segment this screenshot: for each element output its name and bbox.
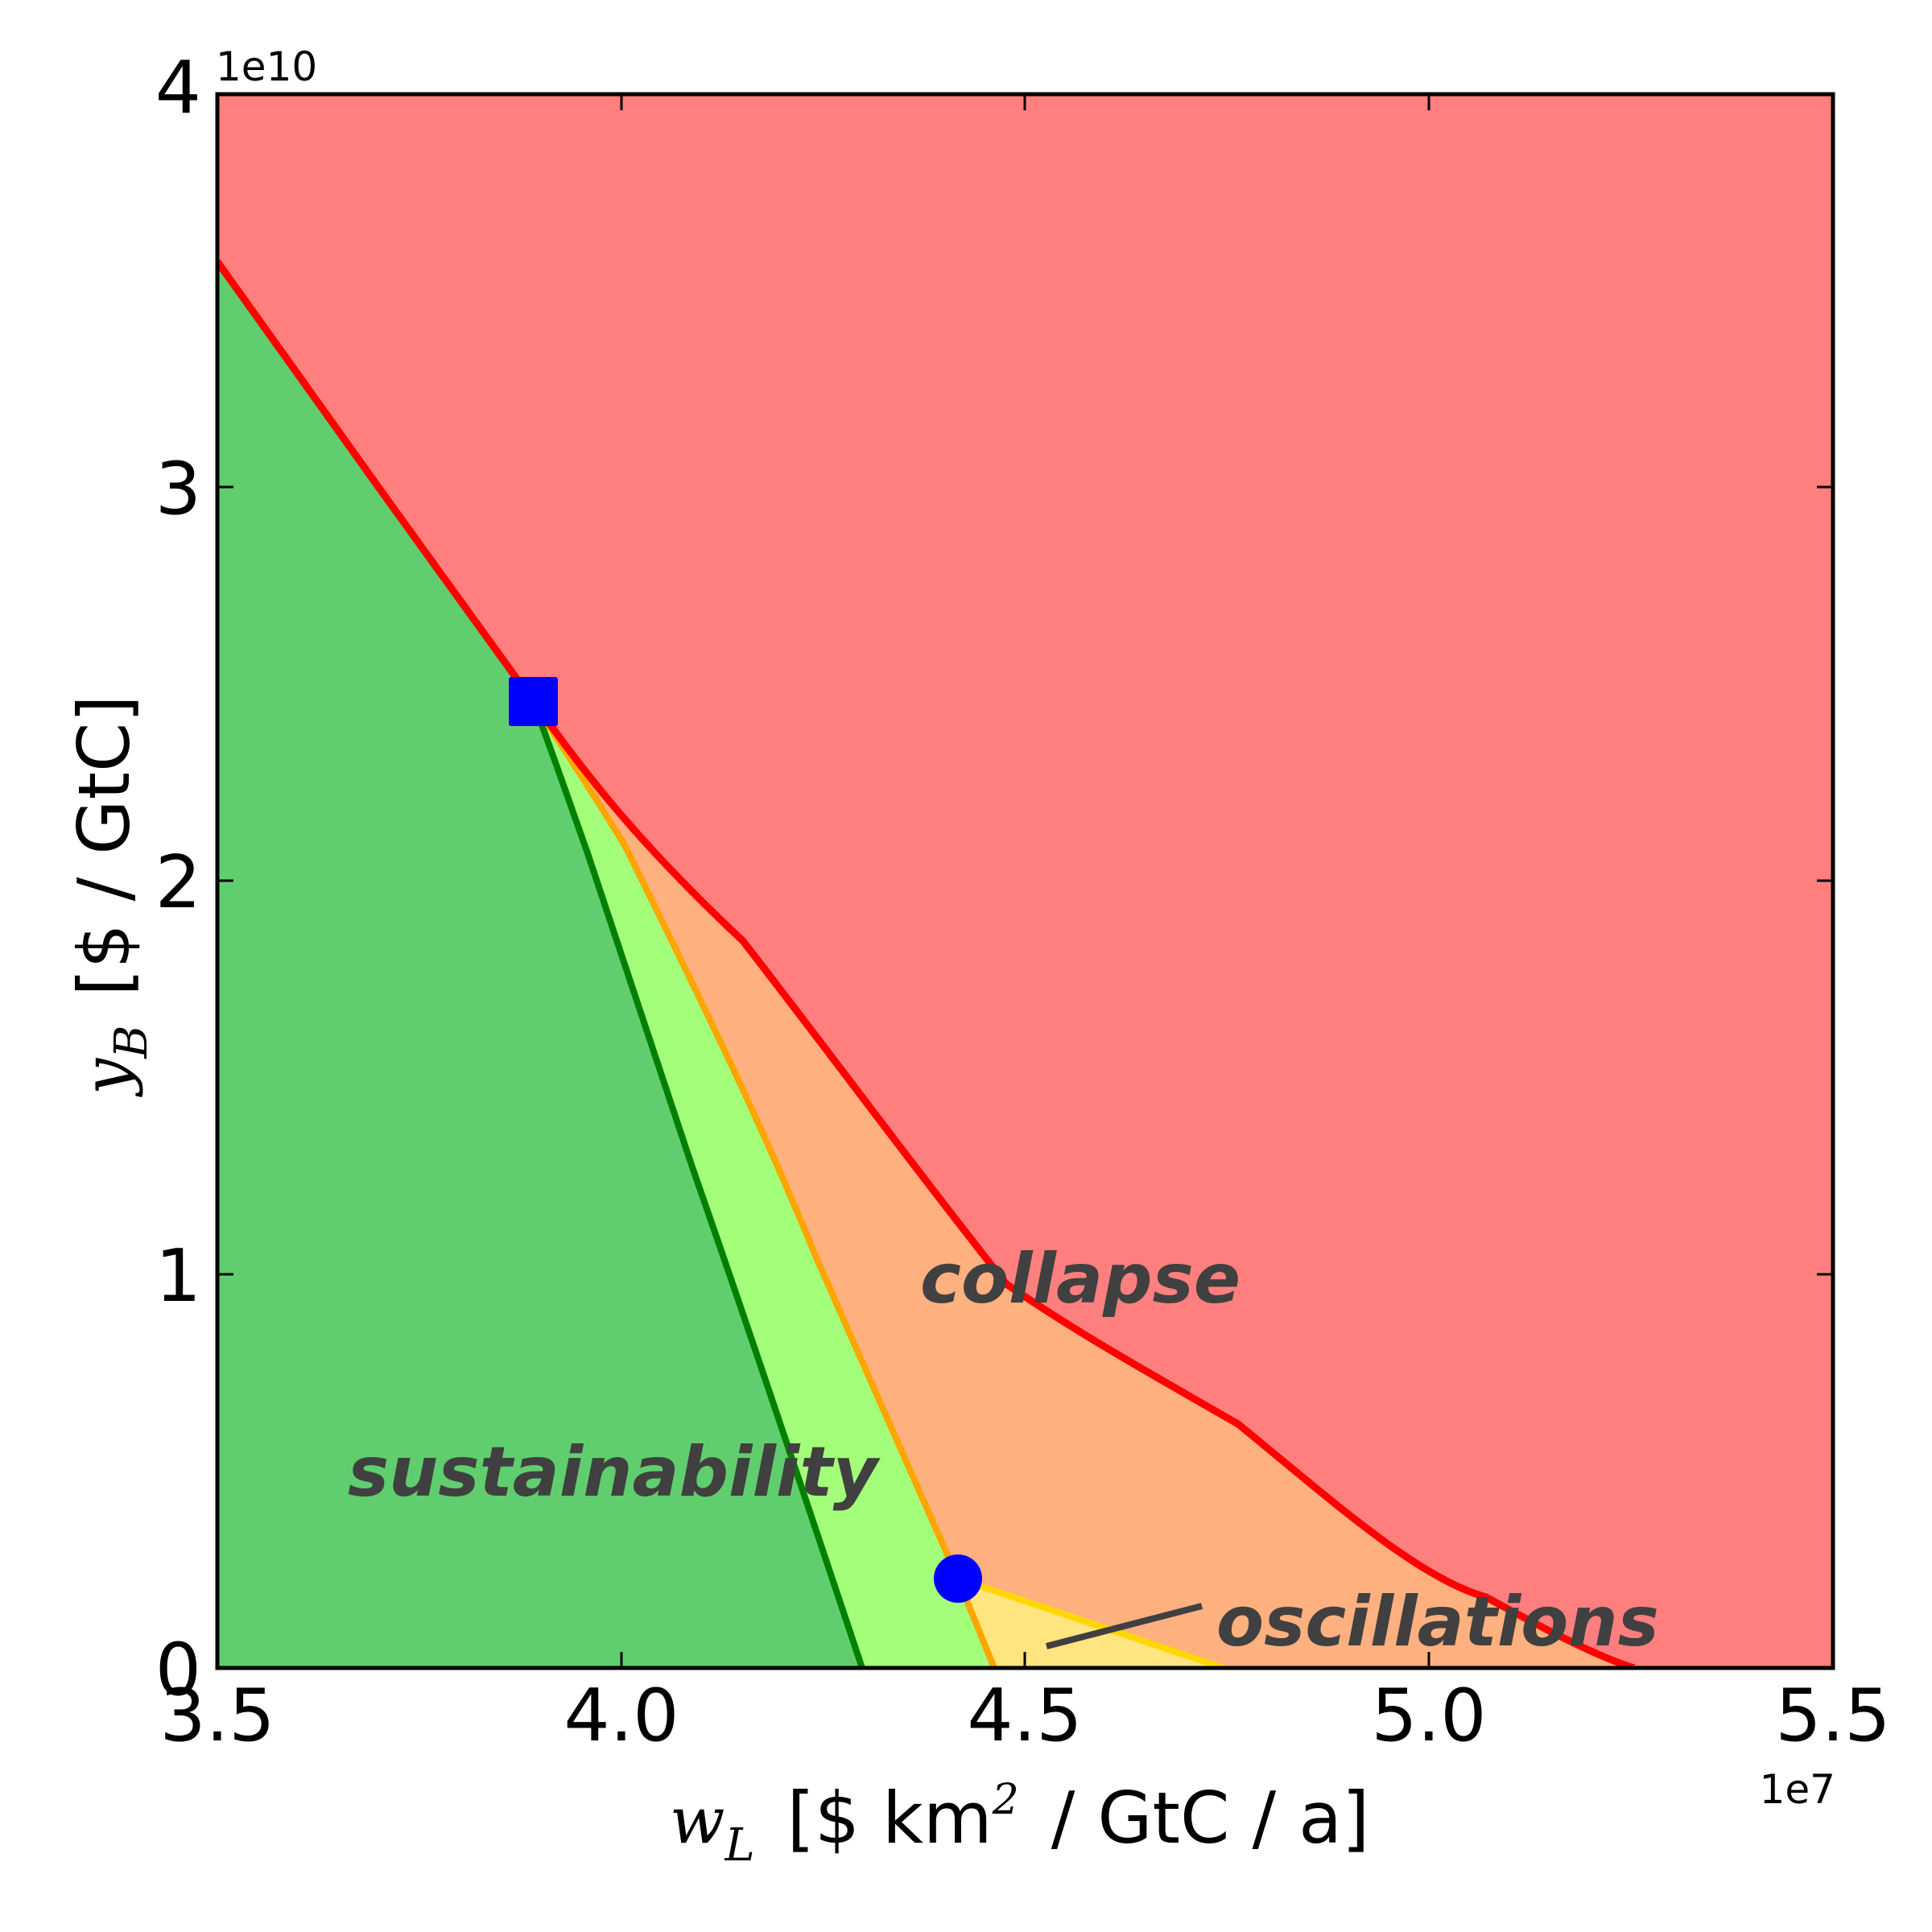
x-tick-label: 5.5 <box>1775 1674 1890 1758</box>
y-offset-label: 1e10 <box>216 43 317 90</box>
x-axis-superscript: 2 <box>992 1776 1019 1824</box>
x-tick-label: 3.5 <box>159 1674 275 1758</box>
marker-circle <box>934 1554 982 1603</box>
region-sustainability-transition <box>533 701 994 1668</box>
x-axis-units-b: / GtC / a] <box>1029 1777 1370 1860</box>
annotation-arrow-line <box>1045 1603 1203 1649</box>
y-tick-label: 3 <box>155 447 201 531</box>
x-axis-label: wL [$ km2 / GtC / a] <box>670 1776 1369 1872</box>
x-offset-label: 1e7 <box>1760 1766 1835 1813</box>
x-axis-variable: w <box>670 1783 724 1858</box>
x-axis-subscript: L <box>724 1819 754 1872</box>
x-axis-units-a: [$ km <box>787 1777 993 1860</box>
x-tick-label: 4.0 <box>564 1674 679 1758</box>
region-sustainability <box>217 262 862 1668</box>
y-tick-labels: 0 1 2 3 4 <box>155 46 201 1712</box>
y-tick-label: 4 <box>155 46 201 130</box>
y-axis-units: [$ / GtC] <box>63 695 146 996</box>
x-tick-labels: 3.5 4.0 4.5 5.0 5.5 <box>159 1674 1890 1758</box>
y-tick-label: 0 <box>155 1628 201 1712</box>
y-axis-variable: y <box>69 1057 144 1097</box>
y-axis-subscript: B <box>105 1026 158 1059</box>
y-axis-label: yB [$ / GtC] <box>63 695 158 1097</box>
boundary-yellow <box>956 1575 1225 1668</box>
y-tick-label: 2 <box>155 840 201 925</box>
boundary-orange <box>530 699 997 1668</box>
label-collapse: collapse <box>920 1239 1241 1319</box>
y-ticks <box>217 485 1833 1276</box>
marker-square <box>509 677 558 726</box>
y-tick-label: 1 <box>155 1234 201 1319</box>
boundary-green <box>530 700 865 1668</box>
label-oscillations: oscillations <box>1216 1582 1659 1662</box>
plot-area: collapse sustainability oscillations <box>217 94 1833 1668</box>
x-ticks <box>620 94 1430 1668</box>
label-sustainability: sustainability <box>348 1432 881 1513</box>
x-tick-label: 5.0 <box>1371 1674 1486 1758</box>
region-collapse-transition <box>533 701 1634 1668</box>
boundary-red <box>217 259 1636 1668</box>
x-tick-label: 4.5 <box>967 1674 1082 1758</box>
